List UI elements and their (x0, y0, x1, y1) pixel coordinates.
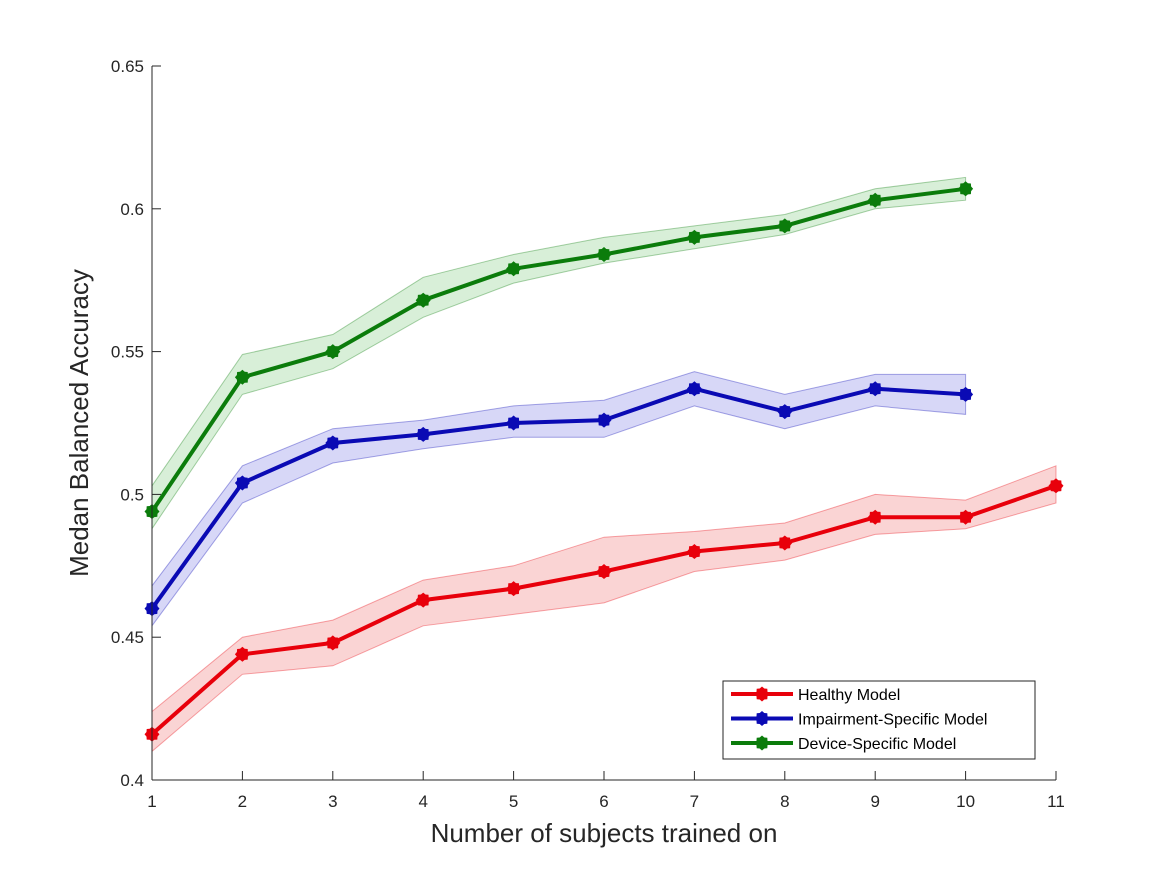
data-point (777, 535, 793, 551)
data-point (325, 344, 341, 360)
y-tick-label: 0.6 (120, 200, 144, 219)
x-ticks: 1 2 3 4 5 6 7 8 9 10 11 (147, 771, 1065, 811)
data-point (506, 581, 522, 597)
legend-swatch-marker (754, 686, 770, 702)
data-point (234, 646, 250, 662)
data-point (234, 369, 250, 385)
x-tick-label: 5 (509, 792, 518, 811)
data-point (777, 404, 793, 420)
data-point (867, 509, 883, 525)
data-point (234, 475, 250, 491)
line-series-2 (150, 186, 966, 513)
data-point (325, 435, 341, 451)
y-tick-label: 0.55 (111, 343, 144, 362)
data-point (867, 192, 883, 208)
data-point (958, 509, 974, 525)
band-series-1 (151, 371, 967, 628)
confidence-bands (151, 176, 1057, 753)
y-tick-label: 0.4 (120, 771, 144, 790)
legend-swatch-marker (754, 735, 770, 751)
data-point (958, 386, 974, 402)
data-point (506, 415, 522, 431)
x-tick-label: 3 (328, 792, 337, 811)
y-tick-label: 0.65 (111, 57, 144, 76)
data-point (686, 229, 702, 245)
data-point (506, 261, 522, 277)
data-point (867, 381, 883, 397)
band-series-2 (151, 176, 967, 531)
data-point (415, 292, 431, 308)
x-tick-label: 2 (238, 792, 247, 811)
data-point (596, 247, 612, 262)
data-point (596, 564, 612, 579)
data-point (596, 412, 612, 428)
x-tick-label: 11 (1047, 792, 1065, 811)
band-series-0 (151, 465, 1057, 753)
legend-label: Device-Specific Model (798, 736, 956, 753)
legend-label: Impairment-Specific Model (798, 712, 987, 729)
data-point (777, 218, 793, 234)
y-tick-label: 0.5 (120, 485, 144, 504)
data-point (415, 426, 431, 442)
y-ticks: 0.4 0.45 0.5 0.55 0.6 0.65 (111, 57, 161, 790)
legend-swatch-marker (754, 711, 770, 726)
data-point (958, 181, 974, 197)
x-tick-label: 10 (956, 792, 975, 811)
y-axis-label: Medan Balanced Accuracy (64, 269, 94, 577)
data-point (686, 544, 702, 559)
x-tick-label: 6 (599, 792, 608, 811)
x-axis-label: Number of subjects trained on (431, 818, 778, 848)
data-point (1048, 478, 1064, 494)
data-point (686, 381, 702, 397)
x-tick-label: 9 (870, 792, 879, 811)
legend: Healthy Model Impairment-Specific Model De… (722, 680, 1036, 760)
data-point (415, 592, 431, 608)
data-point (325, 635, 341, 651)
x-tick-label: 4 (418, 792, 427, 811)
x-tick-label: 8 (780, 792, 789, 811)
line-series-1 (150, 386, 966, 610)
series-lines (144, 181, 1064, 742)
x-tick-label: 1 (147, 792, 156, 811)
x-tick-label: 7 (690, 792, 699, 811)
y-tick-label: 0.45 (111, 628, 144, 647)
legend-label: Healthy Model (798, 687, 900, 704)
